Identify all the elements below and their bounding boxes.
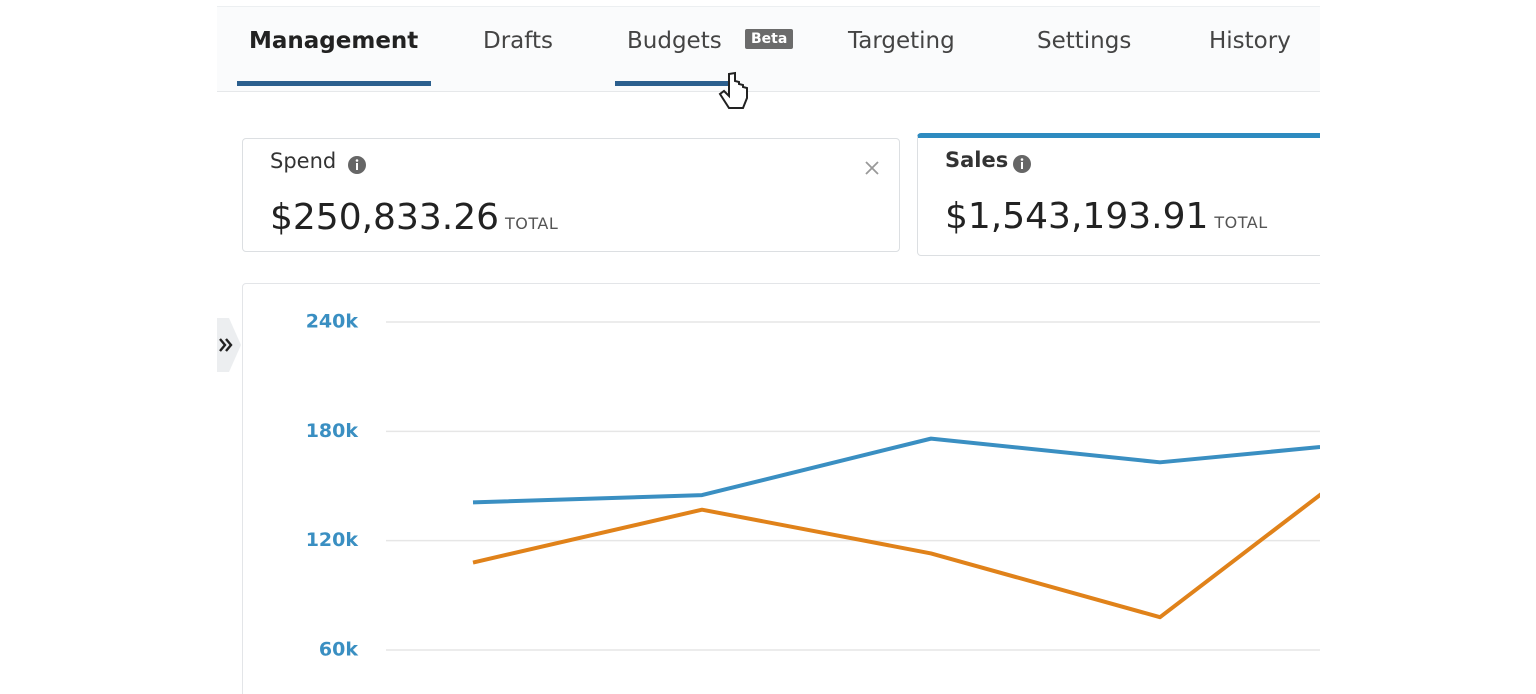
- metric-value: $250,833.26: [270, 197, 500, 238]
- hover-tab-indicator: [615, 81, 730, 86]
- metric-value: $1,543,193.91: [945, 196, 1209, 237]
- y-tick-label: 180k: [306, 420, 359, 442]
- info-icon[interactable]: [347, 155, 367, 175]
- metric-label: Spend: [270, 149, 337, 173]
- y-tick-label: 60k: [319, 639, 358, 661]
- tab[interactable]: Drafts: [483, 28, 553, 54]
- info-icon[interactable]: [1012, 154, 1032, 174]
- y-tick-label: 240k: [306, 311, 359, 333]
- series-line: [472, 492, 1320, 620]
- series-line: [472, 436, 1320, 505]
- tab[interactable]: Budgets: [627, 28, 722, 54]
- metric-unit: TOTAL: [505, 214, 559, 233]
- expand-panel[interactable]: [217, 318, 241, 372]
- tab[interactable]: History: [1209, 28, 1291, 54]
- tab[interactable]: Targeting: [848, 28, 955, 54]
- tab[interactable]: Settings: [1037, 28, 1132, 54]
- metric-value-row: $1,543,193.91 TOTAL: [945, 196, 1268, 237]
- metric-unit: TOTAL: [1214, 213, 1268, 232]
- chart-card: 60k 120k 180k 240k: [242, 283, 1320, 694]
- cursor: [718, 71, 748, 109]
- active-tab-indicator: [237, 81, 431, 86]
- metric-value-row: $250,833.26 TOTAL: [270, 197, 558, 238]
- chart: 60k 120k 180k 240k: [306, 311, 1320, 661]
- metric-card[interactable]: Spend $250,833.26 TOTAL: [242, 138, 900, 252]
- metric-label: Sales: [945, 148, 1009, 172]
- campaign-manager: Management Drafts Budgets Beta Targeting…: [217, 0, 1320, 694]
- close-icon[interactable]: [863, 159, 881, 177]
- metric-card[interactable]: Sales $1,543,193.91 TOTAL: [917, 133, 1320, 256]
- beta-badge: Beta: [745, 29, 794, 49]
- tab-bar: [217, 6, 1320, 92]
- y-tick-label: 120k: [306, 529, 359, 551]
- tab[interactable]: Management: [249, 28, 419, 54]
